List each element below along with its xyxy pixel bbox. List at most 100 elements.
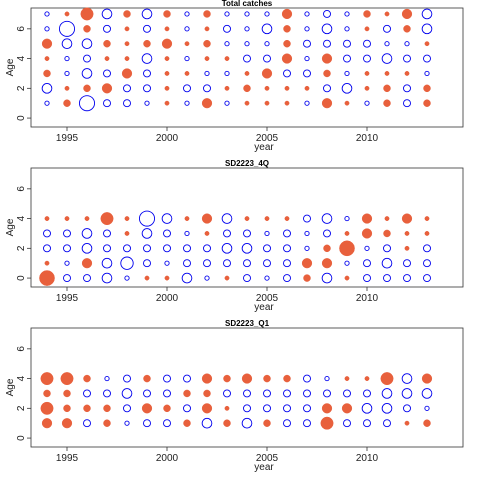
bubble-positive [321, 258, 333, 269]
bubble-negative [123, 84, 131, 93]
bubble-negative [81, 38, 93, 50]
bubble-negative [244, 11, 250, 17]
bubble-positive [424, 216, 430, 221]
bubble-negative [143, 419, 151, 428]
bubble-negative [343, 54, 351, 63]
bubble-negative [303, 69, 311, 78]
x-tick-label: 1995 [56, 453, 79, 464]
bubble-negative [304, 11, 310, 17]
bubble-positive [364, 85, 370, 91]
bubble-negative [141, 53, 153, 64]
bubble-negative [303, 39, 311, 48]
bubble-negative [344, 260, 350, 266]
x-tick-label: 2000 [156, 453, 179, 464]
bubble-negative [423, 244, 431, 253]
bubble-positive [100, 212, 114, 226]
bubble-negative [43, 244, 51, 253]
bubble-negative [184, 230, 190, 237]
y-tick-label: 2 [16, 85, 27, 91]
bubble-negative [383, 244, 391, 253]
bubble-positive [224, 405, 230, 411]
bubble-positive [264, 100, 270, 106]
bubble-positive [40, 372, 54, 386]
bubble-negative [283, 229, 291, 238]
bubble-positive [284, 216, 290, 221]
bubble-positive [40, 401, 54, 415]
bubble-negative [103, 389, 111, 398]
bubble-negative [224, 70, 230, 77]
bubble-negative [241, 417, 253, 429]
bubble-positive [201, 373, 213, 384]
bubble-positive [404, 245, 410, 251]
bubble-positive [84, 216, 90, 221]
bubble-positive [421, 373, 433, 384]
x-tick-label: 2005 [256, 293, 279, 304]
bubble-negative [123, 374, 131, 383]
bubble-positive [284, 100, 290, 106]
bubble-positive [163, 404, 171, 413]
bubble-positive [203, 39, 211, 48]
bubble-positive [320, 416, 334, 430]
bubble-negative [221, 213, 233, 224]
bubble-negative [383, 24, 391, 33]
bubble-negative [303, 404, 311, 413]
bubble-positive [44, 56, 50, 61]
bubble-negative [383, 274, 391, 283]
bubble-negative [423, 259, 431, 268]
bubble-negative [183, 259, 191, 268]
bubble-negative [243, 54, 251, 63]
bubble-positive [164, 100, 170, 106]
bubble-negative [59, 20, 76, 37]
bubble-positive [344, 231, 350, 236]
bubble-negative [363, 54, 371, 63]
bubble-positive [244, 100, 250, 106]
bubble-positive [323, 244, 331, 253]
bubble-negative [81, 228, 93, 239]
bubble-positive [184, 41, 190, 47]
bubble-positive [64, 216, 70, 221]
x-axis-label: year [254, 462, 274, 473]
x-tick-label: 2010 [356, 133, 379, 144]
bubble-negative [183, 84, 191, 93]
bubble-positive [384, 71, 390, 76]
bubble-negative [344, 70, 350, 77]
bubble-negative [283, 244, 291, 253]
bubble-negative [223, 229, 231, 238]
bubble-negative [103, 24, 111, 33]
bubble-negative [161, 213, 173, 224]
bubble-negative [224, 41, 230, 47]
bubble-negative [164, 260, 170, 266]
bubble-negative [81, 68, 93, 79]
bubble-negative [83, 389, 91, 398]
bubble-negative [184, 55, 190, 62]
bubble-positive [143, 374, 151, 383]
bubble-negative [181, 272, 193, 284]
bubble-negative [244, 26, 250, 32]
bubble-negative [424, 70, 430, 77]
bubble-negative [121, 388, 133, 399]
x-tick-label: 1995 [56, 133, 79, 144]
bubble-positive [264, 216, 270, 221]
bubble-negative [41, 83, 53, 94]
bubble-negative [323, 39, 331, 48]
bubble-negative [103, 244, 111, 253]
bubble-negative [83, 54, 91, 63]
bubble-negative [403, 84, 411, 93]
bubble-positive [41, 418, 53, 429]
bubble-positive [224, 56, 230, 61]
bubble-negative [201, 417, 213, 429]
bubble-positive [141, 403, 153, 414]
bubble-negative [44, 26, 50, 32]
bubble-negative [183, 244, 191, 253]
bubble-negative [184, 100, 190, 106]
bubble-positive [361, 213, 373, 224]
bubble-negative [424, 405, 430, 411]
bubble-negative [63, 244, 71, 253]
bubble-positive [264, 85, 270, 91]
bubble-positive [103, 404, 111, 413]
bubble-positive [201, 213, 213, 224]
bubble-negative [203, 244, 211, 253]
bubble-positive [384, 11, 390, 17]
bubble-negative [183, 374, 191, 383]
x-tick-label: 2010 [356, 453, 379, 464]
